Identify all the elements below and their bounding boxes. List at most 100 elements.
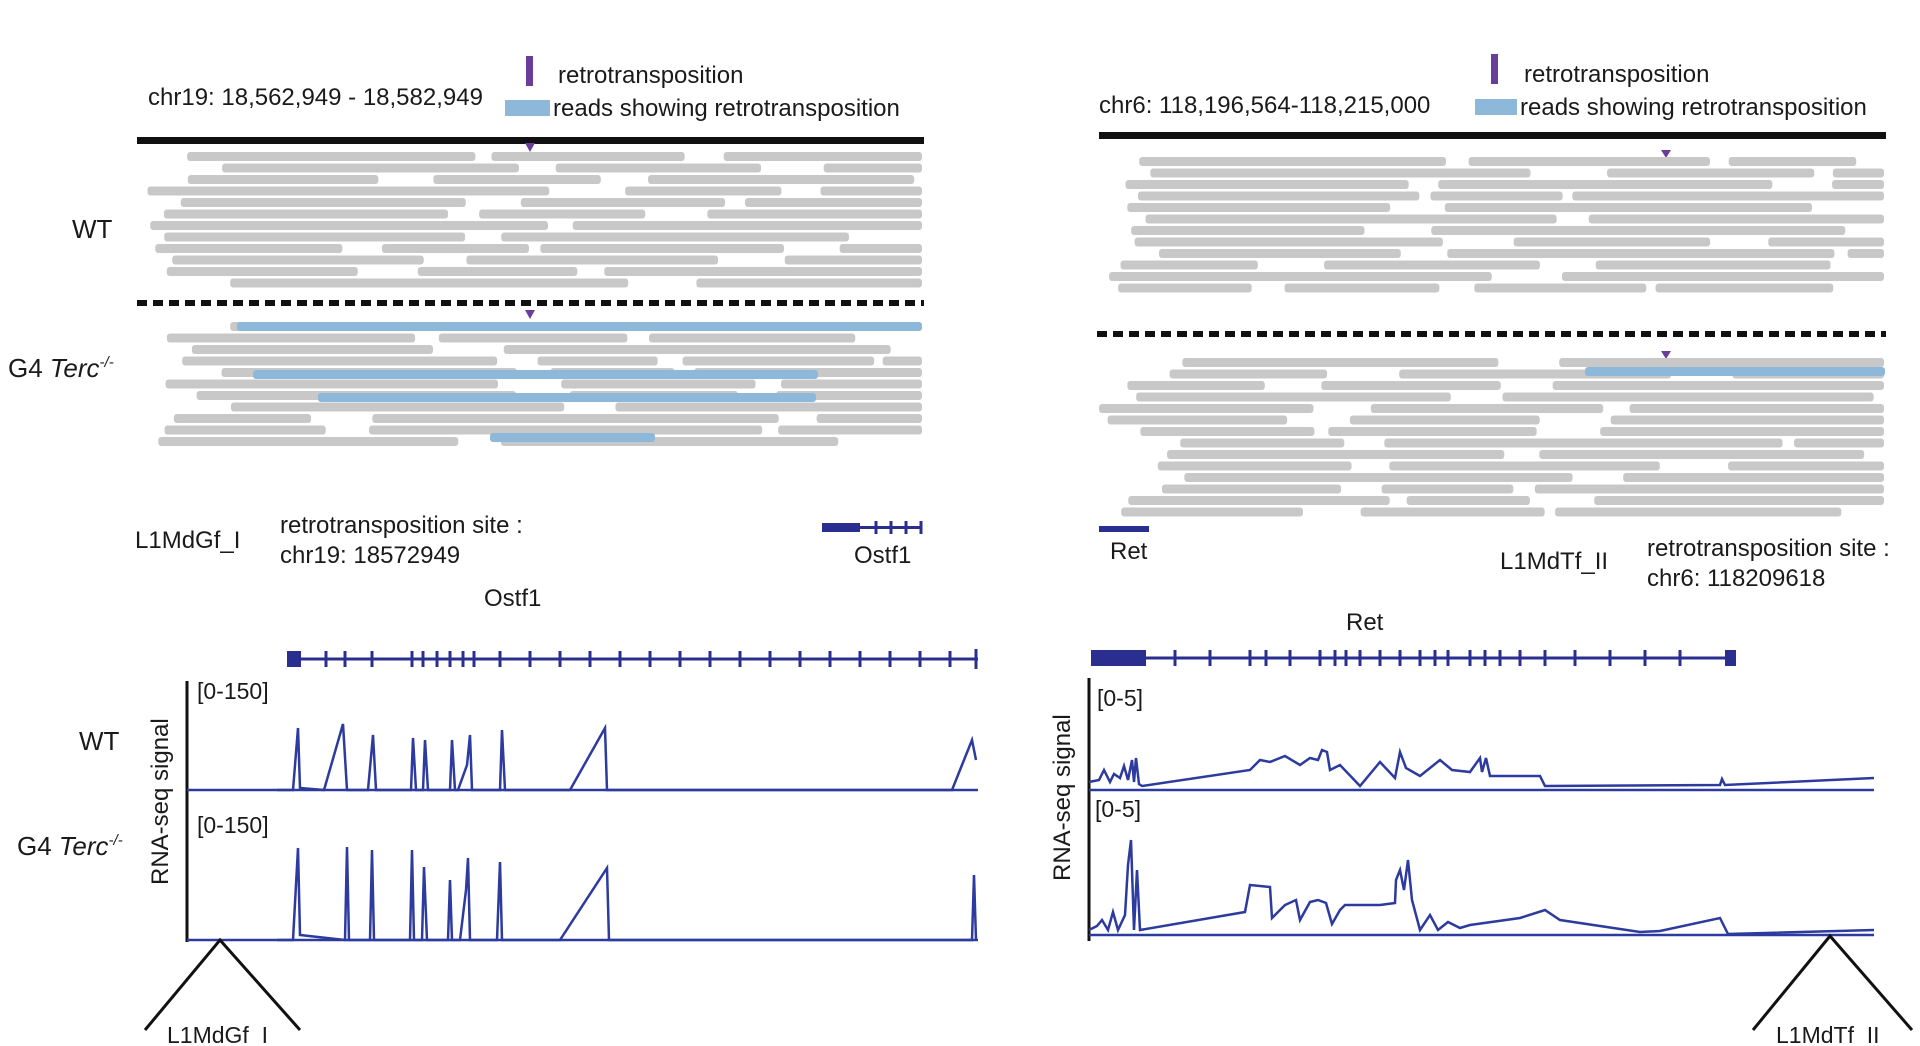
aligned-read <box>723 152 922 161</box>
aligned-read <box>1559 358 1884 367</box>
aligned-read <box>520 198 726 207</box>
aligned-read <box>572 221 922 230</box>
aligned-read <box>745 198 922 207</box>
left-bottom-wt-label: WT <box>79 726 120 756</box>
aligned-read <box>1321 381 1501 390</box>
aligned-read <box>1444 203 1813 212</box>
aligned-read <box>1158 249 1401 258</box>
right-legend-reads-label: reads showing retrotransposition <box>1520 94 1867 121</box>
left-mut-signal <box>277 846 978 942</box>
aligned-read <box>180 198 466 207</box>
left-coords: chr19: 18,562,949 - 18,582,949 <box>148 84 483 111</box>
aligned-read <box>1150 168 1531 178</box>
aligned-read <box>222 163 519 173</box>
legend-reads-label: reads showing retrotransposition <box>553 95 900 122</box>
right-bottom-element: L1MdTf_II <box>1776 1022 1880 1046</box>
left-mut-reads <box>158 322 922 446</box>
aligned-read <box>696 278 922 288</box>
aligned-read <box>1182 358 1499 367</box>
aligned-read <box>615 402 922 412</box>
aligned-read <box>1109 272 1492 281</box>
right-legend-retro-label: retrotransposition <box>1524 61 1709 88</box>
aligned-read <box>1468 157 1710 166</box>
aligned-read <box>1360 507 1545 517</box>
right-insertion-wedge <box>1751 933 1914 1031</box>
aligned-read <box>187 175 379 184</box>
left-read-panel: chr19: 18,562,949 - 18,582,949 retrotran… <box>8 56 924 569</box>
left-wt-reads <box>147 152 922 288</box>
right-mut-range: [0-5] <box>1095 796 1141 822</box>
right-site-title: retrotransposition site : <box>1647 535 1890 562</box>
left-top-rule <box>137 137 924 144</box>
right-mut-site-marker <box>1661 351 1671 359</box>
aligned-read <box>1381 484 1514 494</box>
aligned-read <box>1384 438 1783 448</box>
aligned-read <box>173 414 312 423</box>
aligned-read <box>182 356 498 366</box>
right-wt-range: [0-5] <box>1097 685 1143 711</box>
aligned-read <box>372 414 779 423</box>
aligned-read <box>555 163 762 173</box>
right-rnaseq-panel: Ret [0-5] [0-5] RNA-seq signal L1MdTf_II <box>1049 609 1914 1046</box>
aligned-read <box>820 186 922 196</box>
aligned-read <box>781 379 922 389</box>
legend-reads-swatch <box>505 100 550 116</box>
aligned-read <box>166 267 358 276</box>
left-bottom-element: L1MdGf_I <box>167 1022 268 1046</box>
aligned-read <box>164 232 466 242</box>
aligned-read <box>1832 180 1884 189</box>
left-gene-model-small <box>822 521 923 534</box>
aligned-read <box>1600 427 1884 436</box>
left-rnaseq-panel: Ostf1 [0-150] [0-150] RNA-seq signal WT … <box>17 585 978 1046</box>
aligned-read <box>165 379 499 389</box>
aligned-read <box>1140 427 1315 436</box>
aligned-read <box>1139 157 1447 166</box>
aligned-read <box>1768 237 1884 247</box>
right-gene-model-small <box>1099 526 1149 532</box>
aligned-read <box>1832 168 1884 178</box>
left-gene-small-label: Ostf1 <box>854 542 911 569</box>
aligned-read <box>1595 260 1831 270</box>
aligned-read <box>648 333 856 343</box>
aligned-read <box>1125 180 1409 189</box>
aligned-read <box>1118 283 1252 293</box>
left-mut-gene: Terc <box>50 353 100 383</box>
aligned-read <box>882 356 922 366</box>
aligned-read <box>150 221 549 230</box>
legend-retro-marker <box>526 56 533 86</box>
aligned-read <box>816 414 922 423</box>
aligned-read <box>1539 450 1865 459</box>
left-mut-site-marker <box>525 310 535 319</box>
aligned-read <box>164 425 326 435</box>
aligned-read <box>491 152 685 161</box>
aligned-read <box>1184 473 1573 482</box>
aligned-read <box>1169 369 1328 379</box>
left-insertion-wedge <box>143 937 302 1031</box>
aligned-read <box>1552 381 1884 390</box>
right-y-label: RNA-seq signal <box>1049 714 1076 881</box>
aligned-read <box>561 379 756 389</box>
aligned-read <box>1555 507 1842 517</box>
aligned-read <box>1328 427 1537 436</box>
aligned-read <box>1502 392 1874 402</box>
aligned-read <box>1180 438 1345 448</box>
left-bottom-mut-label: G4 Terc-/- <box>17 831 123 861</box>
aligned-read <box>1572 191 1884 201</box>
aligned-read <box>1607 168 1815 178</box>
aligned-read <box>1513 237 1711 247</box>
right-gene-title: Ret <box>1346 609 1384 636</box>
aligned-read <box>540 244 784 253</box>
aligned-read <box>839 244 922 253</box>
left-y-label: RNA-seq signal <box>147 718 174 885</box>
aligned-read <box>1131 226 1365 235</box>
left-mut-prefix: G4 <box>8 353 50 383</box>
aligned-read <box>1121 507 1304 517</box>
aligned-read <box>1610 415 1884 425</box>
right-wt-reads <box>1109 157 1884 293</box>
aligned-read <box>1623 473 1884 482</box>
aligned-read <box>1107 415 1288 425</box>
left-mut-label: G4 Terc-/- <box>8 353 114 383</box>
left-gene-title: Ostf1 <box>484 585 541 612</box>
left-bottom-mut-prefix: G4 <box>17 831 59 861</box>
